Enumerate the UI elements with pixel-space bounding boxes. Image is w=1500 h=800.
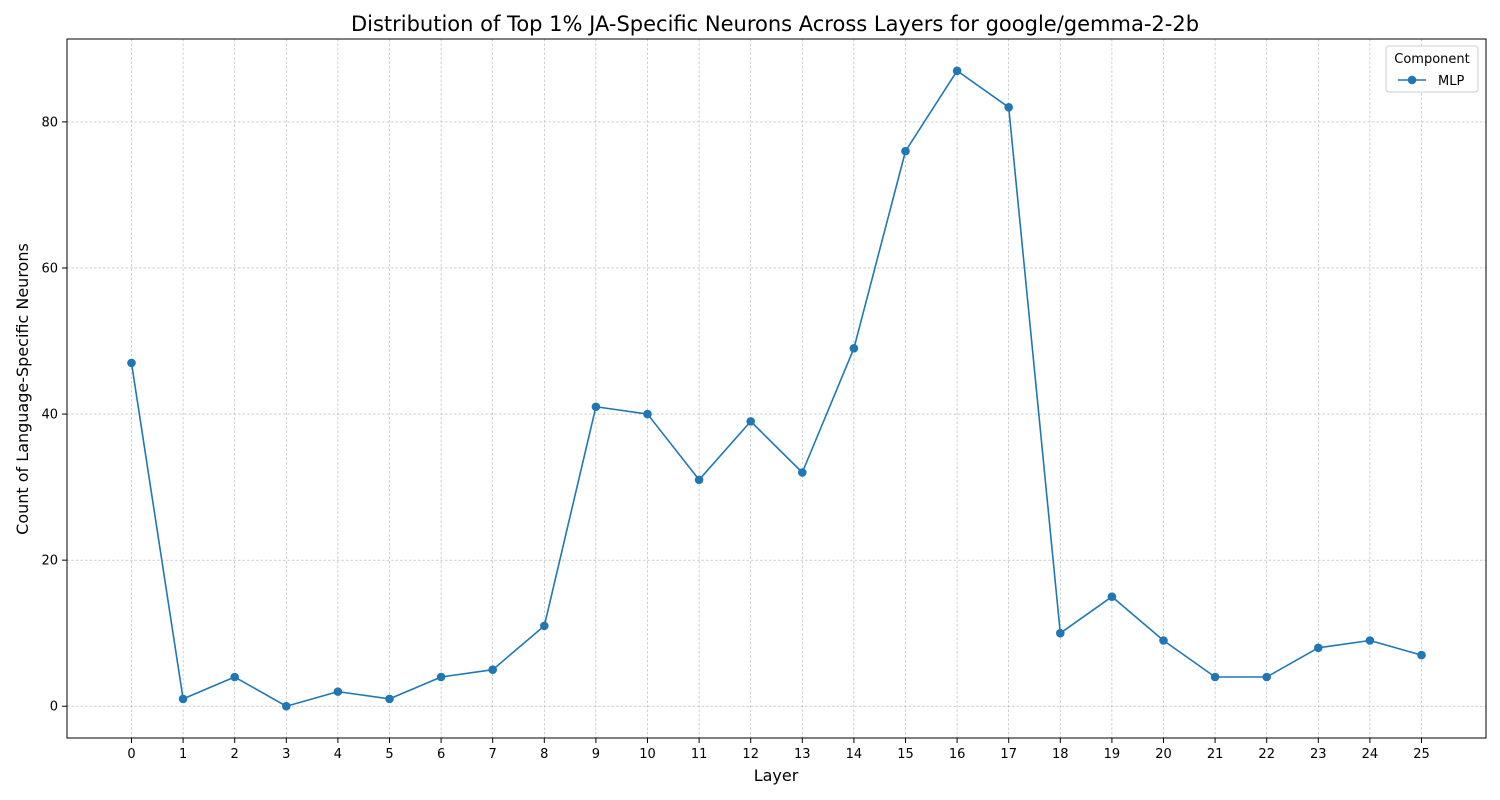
legend-title: Component [1394, 52, 1469, 67]
series-line-mlp [130, 69, 1422, 708]
x-tick-label: 20 [1155, 747, 1172, 762]
data-point [694, 475, 704, 485]
x-tick-label: 10 [639, 747, 656, 762]
y-tick-label: 0 [50, 700, 58, 715]
data-point [1107, 592, 1117, 601]
data-point [1004, 102, 1013, 112]
x-tick-label: 19 [1104, 747, 1121, 762]
data-point [127, 358, 136, 368]
data-point [643, 409, 652, 419]
data-point [1365, 636, 1375, 645]
data-point [901, 146, 910, 156]
data-point [1262, 672, 1271, 682]
data-point [798, 468, 807, 477]
x-tick-label: 17 [1000, 747, 1017, 762]
x-tick-label: 7 [489, 747, 497, 762]
data-point [178, 694, 188, 704]
x-tick-label: 14 [846, 747, 863, 762]
data-point [488, 665, 498, 675]
data-point [385, 694, 394, 704]
x-tick-label: 6 [437, 747, 445, 762]
x-tick-label: 23 [1310, 747, 1327, 762]
x-tick-label: 13 [794, 747, 811, 762]
chart-title: Distribution of Top 1% JA-Specific Neuro… [351, 12, 1199, 36]
data-point [746, 417, 755, 426]
x-tick-label: 5 [385, 747, 393, 762]
x-tick-label: 8 [540, 747, 548, 762]
data-point [1159, 636, 1168, 645]
x-tick-label: 16 [949, 747, 966, 762]
y-tick-label: 60 [41, 261, 58, 276]
x-tick-label: 11 [691, 747, 708, 762]
x-tick-label: 2 [231, 747, 239, 762]
y-tick-label: 20 [41, 554, 58, 569]
data-point [230, 672, 239, 682]
x-tick-label: 21 [1207, 747, 1224, 762]
legend-entry-label: MLP [1438, 74, 1464, 89]
x-tick-label: 24 [1362, 747, 1379, 762]
plot-frame [66, 38, 1487, 739]
data-point [1417, 650, 1426, 660]
data-point [591, 402, 601, 412]
data-point [282, 701, 291, 711]
data-point [436, 672, 446, 682]
ticks: 0 1 2 3 4 5 6 7 8 9 10 11 12 13 14 15 16 17 18 19 20 21 22 23 24… [41, 115, 1429, 762]
data-point [333, 687, 343, 696]
x-tick-label: 25 [1413, 747, 1430, 762]
y-tick-label: 40 [41, 408, 58, 423]
legend: Component MLP [1385, 45, 1479, 93]
x-tick-label: 1 [179, 747, 187, 762]
x-tick-label: 0 [127, 747, 135, 762]
x-axis-label: Layer [754, 766, 799, 785]
x-tick-label: 12 [742, 747, 759, 762]
x-tick-label: 9 [592, 747, 600, 762]
data-point [1210, 672, 1220, 682]
data-point [1314, 643, 1323, 653]
series-layer [127, 66, 1426, 711]
y-axis-label: Count of Language-Specific Neurons [13, 243, 32, 535]
legend-marker [1407, 75, 1417, 85]
x-tick-label: 4 [334, 747, 342, 762]
data-point [540, 621, 549, 631]
data-point [1056, 628, 1065, 638]
x-tick-label: 22 [1258, 747, 1275, 762]
x-tick-label: 18 [1052, 747, 1069, 762]
y-tick-label: 80 [41, 115, 58, 130]
data-point [952, 66, 962, 76]
x-tick-label: 15 [897, 747, 914, 762]
data-point [849, 344, 859, 353]
x-tick-label: 3 [282, 747, 290, 762]
grid [67, 39, 1486, 738]
